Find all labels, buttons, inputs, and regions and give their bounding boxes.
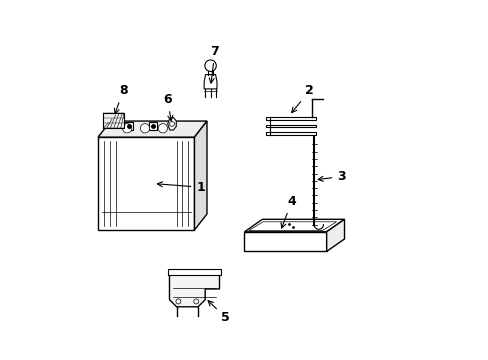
Polygon shape: [169, 275, 219, 307]
Text: 2: 2: [291, 84, 313, 113]
Polygon shape: [265, 132, 315, 135]
Text: 4: 4: [281, 195, 296, 228]
Polygon shape: [194, 121, 206, 230]
Text: 3: 3: [318, 170, 346, 183]
Text: 1: 1: [157, 181, 204, 194]
Polygon shape: [149, 122, 157, 130]
Circle shape: [204, 60, 216, 71]
Text: 8: 8: [114, 84, 127, 114]
Polygon shape: [326, 219, 344, 251]
Polygon shape: [167, 117, 176, 130]
Polygon shape: [265, 117, 315, 120]
Circle shape: [169, 121, 174, 126]
Polygon shape: [125, 122, 133, 130]
Circle shape: [122, 123, 132, 133]
Polygon shape: [98, 121, 206, 137]
Polygon shape: [98, 137, 194, 230]
Polygon shape: [103, 113, 124, 128]
Circle shape: [158, 123, 167, 133]
Text: 7: 7: [209, 45, 219, 83]
Polygon shape: [244, 219, 344, 232]
Circle shape: [140, 123, 149, 133]
Text: 5: 5: [208, 301, 229, 324]
Text: 6: 6: [163, 93, 172, 121]
Polygon shape: [203, 75, 217, 89]
Polygon shape: [265, 125, 315, 127]
Polygon shape: [244, 232, 326, 251]
Polygon shape: [167, 269, 221, 275]
